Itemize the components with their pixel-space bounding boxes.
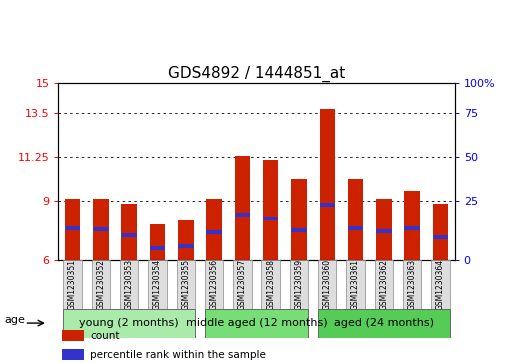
FancyBboxPatch shape: [262, 260, 280, 309]
Text: GSM1230356: GSM1230356: [210, 258, 218, 310]
FancyBboxPatch shape: [431, 260, 450, 309]
FancyBboxPatch shape: [375, 260, 393, 309]
Text: GSM1230352: GSM1230352: [97, 258, 105, 310]
Bar: [376, 199, 392, 260]
Text: GSM1230351: GSM1230351: [68, 258, 77, 310]
Bar: [206, 230, 222, 234]
Text: GSM1230363: GSM1230363: [408, 258, 417, 310]
FancyBboxPatch shape: [205, 309, 308, 338]
FancyBboxPatch shape: [318, 309, 450, 338]
Text: middle aged (12 months): middle aged (12 months): [186, 318, 327, 328]
Text: GSM1230364: GSM1230364: [436, 258, 445, 310]
FancyBboxPatch shape: [177, 260, 195, 309]
Bar: [263, 216, 278, 220]
Text: count: count: [90, 331, 119, 340]
FancyBboxPatch shape: [233, 260, 251, 309]
Bar: [150, 246, 165, 250]
Bar: [376, 229, 392, 233]
Bar: [206, 199, 222, 260]
Bar: [150, 224, 165, 260]
Bar: [263, 160, 278, 260]
Bar: [235, 213, 250, 216]
Bar: [178, 220, 194, 260]
Text: aged (24 months): aged (24 months): [334, 318, 434, 328]
Title: GDS4892 / 1444851_at: GDS4892 / 1444851_at: [168, 66, 345, 82]
Bar: [404, 191, 420, 260]
FancyBboxPatch shape: [346, 260, 365, 309]
Text: GSM1230355: GSM1230355: [181, 258, 190, 310]
Bar: [291, 179, 307, 260]
Text: percentile rank within the sample: percentile rank within the sample: [90, 350, 266, 360]
Bar: [235, 156, 250, 260]
Text: GSM1230360: GSM1230360: [323, 258, 332, 310]
FancyBboxPatch shape: [290, 260, 308, 309]
FancyBboxPatch shape: [205, 260, 224, 309]
Bar: [65, 199, 80, 260]
Bar: [320, 203, 335, 207]
FancyBboxPatch shape: [403, 260, 422, 309]
Bar: [93, 227, 109, 231]
Bar: [291, 228, 307, 232]
FancyBboxPatch shape: [120, 260, 138, 309]
Text: GSM1230354: GSM1230354: [153, 258, 162, 310]
FancyBboxPatch shape: [318, 260, 336, 309]
Text: GSM1230358: GSM1230358: [266, 258, 275, 310]
Text: age: age: [5, 315, 25, 325]
Text: GSM1230357: GSM1230357: [238, 258, 247, 310]
Text: GSM1230361: GSM1230361: [351, 258, 360, 310]
Text: GSM1230359: GSM1230359: [295, 258, 303, 310]
Bar: [62, 349, 84, 360]
Bar: [65, 226, 80, 230]
FancyBboxPatch shape: [64, 309, 195, 338]
Bar: [62, 330, 84, 341]
Bar: [121, 233, 137, 237]
Bar: [178, 244, 194, 248]
Bar: [433, 204, 448, 260]
Bar: [348, 179, 363, 260]
Bar: [93, 199, 109, 260]
FancyBboxPatch shape: [91, 260, 110, 309]
Text: GSM1230353: GSM1230353: [124, 258, 134, 310]
Bar: [348, 226, 363, 230]
Bar: [404, 226, 420, 230]
Text: young (2 months): young (2 months): [79, 318, 179, 328]
FancyBboxPatch shape: [148, 260, 167, 309]
Bar: [433, 235, 448, 239]
Bar: [121, 204, 137, 260]
FancyBboxPatch shape: [64, 260, 82, 309]
Bar: [320, 109, 335, 260]
Text: GSM1230362: GSM1230362: [379, 258, 389, 310]
